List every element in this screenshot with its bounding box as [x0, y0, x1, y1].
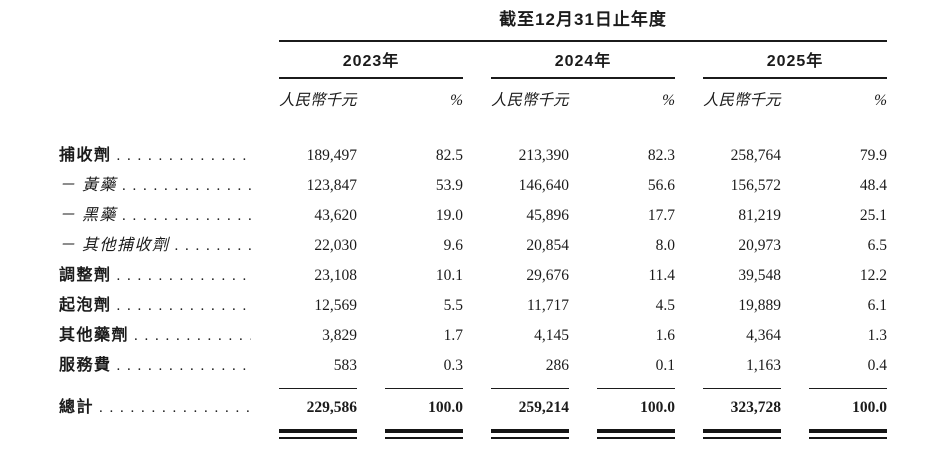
amount-cell: 286 — [491, 351, 569, 389]
double-rule — [597, 429, 675, 439]
percent-cell: 9.6 — [443, 237, 463, 254]
year-header-2025: 2025年 — [703, 42, 887, 79]
table-title: 截至12月31日止年度 — [279, 8, 887, 42]
amount-cell: 22,030 — [314, 237, 357, 254]
dot-leader: . . . . . . . . . . . . . . . . . . . . … — [134, 328, 251, 344]
percent-header: % — [874, 92, 887, 109]
percent-cell: 100.0 — [428, 399, 463, 416]
amount-cell: 1,163 — [703, 351, 781, 389]
amount-cell: 3,829 — [322, 327, 357, 344]
double-rule — [279, 429, 357, 439]
percent-cell: 25.1 — [859, 207, 887, 224]
dot-leader: . . . . . . . . . . . . . . . . . . . . … — [116, 298, 251, 314]
percent-cell: 100.0 — [640, 399, 675, 416]
dot-leader: . . . . . . . . . . . . . . . . . . . . … — [174, 238, 251, 254]
row-label: － 黃藥 . . . . . . . . . . . . . . . . . .… — [59, 171, 251, 201]
amount-cell: 81,219 — [738, 207, 781, 224]
row-label: 其他藥劑 . . . . . . . . . . . . . . . . . .… — [59, 321, 251, 351]
double-rule — [809, 429, 887, 439]
percent-header: % — [450, 92, 463, 109]
dot-leader: . . . . . . . . . . . . . . . . . . . . … — [116, 268, 251, 284]
double-rule — [703, 429, 781, 439]
percent-cell: 53.9 — [435, 177, 463, 194]
row-label: 總計 . . . . . . . . . . . . . . . . . . .… — [59, 389, 251, 425]
revenue-breakdown-table: 截至12月31日止年度 2023年 2024年 2025年 人民幣千元 % 人民… — [59, 8, 887, 439]
amount-cell: 229,586 — [306, 399, 357, 416]
dot-leader: . . . . . . . . . . . . . . . . . . . . … — [99, 400, 251, 416]
percent-cell: 82.5 — [435, 147, 463, 164]
percent-cell: 79.9 — [859, 147, 887, 164]
percent-cell: 12.2 — [859, 267, 887, 284]
amount-cell: 583 — [279, 351, 357, 389]
dot-leader: . . . . . . . . . . . . . . . . . . . . … — [116, 148, 251, 164]
percent-cell: 6.5 — [867, 237, 887, 254]
year-header-2023: 2023年 — [279, 42, 463, 79]
amount-cell: 39,548 — [738, 267, 781, 284]
amount-cell: 23,108 — [314, 267, 357, 284]
amount-cell: 43,620 — [314, 207, 357, 224]
amount-cell: 12,569 — [314, 297, 357, 314]
percent-cell: 48.4 — [859, 177, 887, 194]
amount-cell: 19,889 — [738, 297, 781, 314]
dot-leader: . . . . . . . . . . . . . . . . . . . . … — [116, 358, 251, 374]
percent-cell: 0.1 — [597, 351, 675, 389]
amount-cell: 146,640 — [518, 177, 569, 194]
row-label: 起泡劑 . . . . . . . . . . . . . . . . . . … — [59, 291, 251, 321]
double-rule — [491, 429, 569, 439]
header-body-gap — [59, 111, 887, 141]
percent-cell: 11.4 — [648, 267, 675, 284]
row-label: 調整劑 . . . . . . . . . . . . . . . . . . … — [59, 261, 251, 291]
amount-cell: 20,854 — [526, 237, 569, 254]
percent-cell: 1.6 — [655, 327, 675, 344]
percent-cell: 100.0 — [852, 399, 887, 416]
amount-cell: 20,973 — [738, 237, 781, 254]
row-label: 捕收劑 . . . . . . . . . . . . . . . . . . … — [59, 141, 251, 171]
amount-cell: 259,214 — [518, 399, 569, 416]
unit-header: 人民幣千元 — [703, 92, 781, 109]
row-label: － 其他捕收劑 . . . . . . . . . . . . . . . . … — [59, 231, 251, 261]
percent-cell: 0.4 — [809, 351, 887, 389]
amount-cell: 45,896 — [526, 207, 569, 224]
amount-cell: 323,728 — [730, 399, 781, 416]
row-label: － 黑藥 . . . . . . . . . . . . . . . . . .… — [59, 201, 251, 231]
percent-cell: 5.5 — [443, 297, 463, 314]
percent-cell: 0.3 — [385, 351, 463, 389]
amount-cell: 213,390 — [518, 147, 569, 164]
dot-leader: . . . . . . . . . . . . . . . . . . . . … — [122, 208, 251, 224]
row-label: 服務費 . . . . . . . . . . . . . . . . . . … — [59, 351, 251, 389]
dot-leader: . . . . . . . . . . . . . . . . . . . . … — [122, 178, 251, 194]
year-header-2024: 2024年 — [491, 42, 675, 79]
amount-cell: 29,676 — [526, 267, 569, 284]
percent-cell: 6.1 — [867, 297, 887, 314]
amount-cell: 258,764 — [730, 147, 781, 164]
header-spacer — [59, 79, 251, 111]
percent-cell: 17.7 — [647, 207, 675, 224]
percent-cell: 10.1 — [435, 267, 463, 284]
percent-header: % — [662, 92, 675, 109]
amount-cell: 11,717 — [526, 297, 569, 314]
percent-cell: 1.7 — [443, 327, 463, 344]
amount-cell: 4,364 — [746, 327, 781, 344]
amount-cell: 123,847 — [306, 177, 357, 194]
rule-spacer — [59, 425, 251, 439]
unit-header: 人民幣千元 — [279, 92, 357, 109]
double-rule — [385, 429, 463, 439]
percent-cell: 19.0 — [435, 207, 463, 224]
unit-header: 人民幣千元 — [491, 92, 569, 109]
percent-cell: 8.0 — [655, 237, 675, 254]
percent-cell: 1.3 — [867, 327, 887, 344]
percent-cell: 4.5 — [655, 297, 675, 314]
amount-cell: 4,145 — [534, 327, 569, 344]
percent-cell: 82.3 — [647, 147, 675, 164]
percent-cell: 56.6 — [647, 177, 675, 194]
amount-cell: 156,572 — [730, 177, 781, 194]
amount-cell: 189,497 — [306, 147, 357, 164]
